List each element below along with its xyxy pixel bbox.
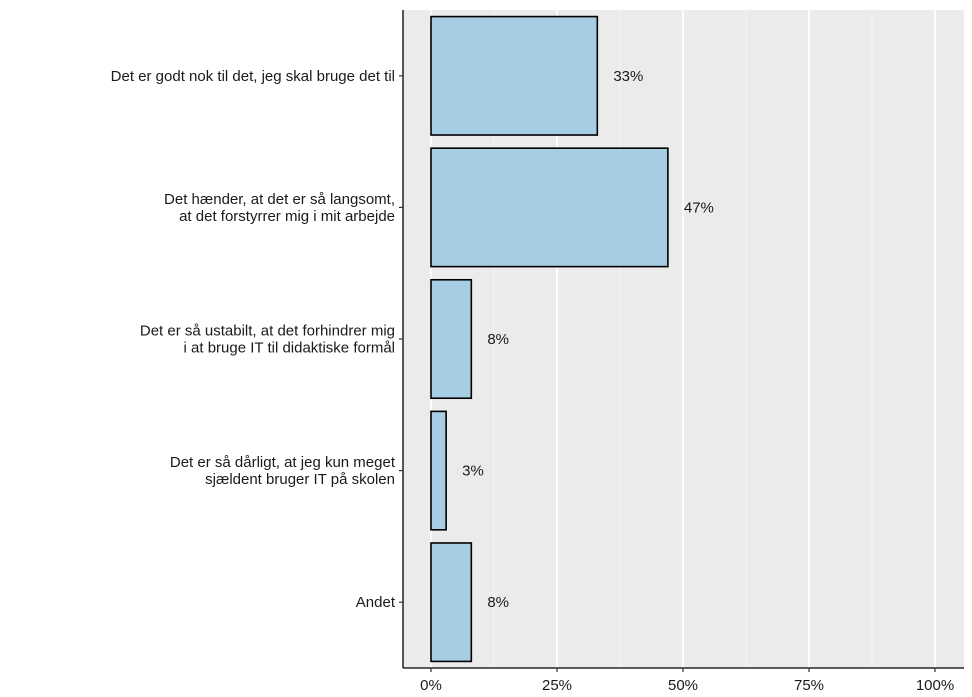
data-label: 8% [487, 594, 509, 611]
bars [430, 15, 669, 663]
category-label: Andet [356, 594, 396, 611]
category-label: Det er godt nok til det, jeg skal bruge … [111, 68, 395, 85]
data-label: 33% [613, 68, 643, 85]
x-tick-labels: 0% 25% 50% 75% 100% [420, 677, 954, 694]
x-tick-label: 0% [420, 677, 442, 694]
bar [430, 15, 599, 136]
data-labels: 33% 47% 8% 3% 8% [462, 68, 714, 611]
axes [399, 10, 964, 672]
gridlines [430, 10, 936, 668]
bar [430, 147, 669, 268]
category-label: Det er så dårligt, at jeg kun meget sjæld… [170, 454, 396, 488]
category-label: Det hænder, at det er så langsomt, at det… [164, 191, 395, 225]
x-tick-label: 25% [542, 677, 572, 694]
bar [430, 410, 447, 531]
x-tick-label: 75% [794, 677, 824, 694]
x-tick-label: 100% [916, 677, 954, 694]
data-label: 47% [684, 199, 714, 216]
bar [430, 542, 473, 663]
data-label: 3% [462, 463, 484, 480]
x-tick-label: 50% [668, 677, 698, 694]
category-label: Det er så ustabilt, at det forhindrer mi… [140, 323, 395, 357]
bar [430, 278, 473, 400]
data-label: 8% [487, 331, 509, 348]
category-labels: Det er godt nok til det, jeg skal bruge … [111, 68, 396, 611]
